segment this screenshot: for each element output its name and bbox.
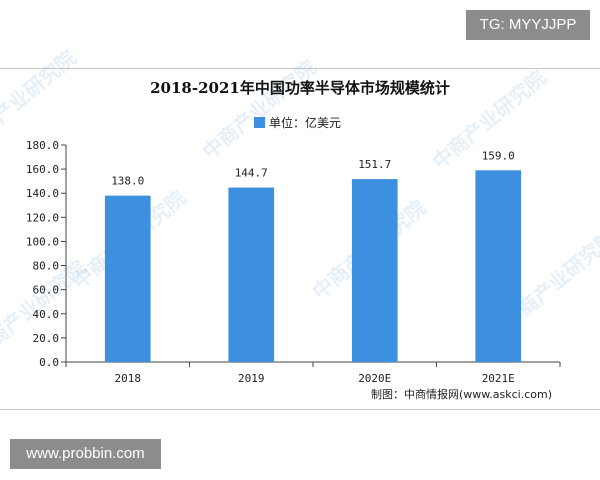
y-tick-label: 40.0 <box>33 308 60 321</box>
legend-label: 单位：亿美元 <box>269 115 341 130</box>
bar <box>351 179 398 362</box>
site-badge: www.probbin.com <box>10 439 161 469</box>
data-label: 151.7 <box>358 158 391 171</box>
y-tick-label: 20.0 <box>33 332 60 345</box>
watermark-text: 中商产业研究院 <box>198 55 321 163</box>
x-tick-label: 2019 <box>238 372 265 385</box>
y-axis: 0.0 20.0 40.0 60.0 80.0 100.0 120.0 140.0 160.0 1… <box>26 139 67 369</box>
y-tick-label: 140.0 <box>26 187 59 200</box>
bar <box>475 170 522 362</box>
data-labels: 138.0 144.7 151.7 159.0 <box>111 149 515 187</box>
watermark-text: 中商产业研究院 <box>0 45 80 153</box>
chart-title: 2018-2021年中国功率半导体市场规模统计 <box>150 79 450 97</box>
y-tick-label: 120.0 <box>26 211 59 224</box>
y-tick-label: 100.0 <box>26 235 59 248</box>
bar <box>104 195 151 362</box>
tg-badge: TG: MYYJJPP <box>466 10 590 40</box>
y-tick-label: 180.0 <box>26 139 59 152</box>
legend: 单位：亿美元 <box>254 115 341 130</box>
bars <box>104 170 522 362</box>
x-tick-label: 2021E <box>482 372 515 385</box>
data-label: 144.7 <box>235 167 268 180</box>
legend-swatch <box>254 117 265 128</box>
chart-frame <box>0 68 600 410</box>
y-tick-label: 160.0 <box>26 163 59 176</box>
x-tick-label: 2020E <box>358 372 391 385</box>
bar <box>228 187 275 362</box>
data-label: 138.0 <box>111 175 144 188</box>
source-url: (www.askci.com) <box>459 388 552 401</box>
source-label: 制图：中商情报网 <box>371 387 459 401</box>
x-axis: 2018 2019 2020E 2021E <box>65 361 561 385</box>
y-tick-label: 80.0 <box>33 260 60 273</box>
source-credit: 制图：中商情报网(www.askci.com) <box>371 387 552 401</box>
y-tick-label: 0.0 <box>39 356 59 369</box>
x-tick-label: 2018 <box>115 372 142 385</box>
data-label: 159.0 <box>482 149 515 162</box>
y-tick-label: 60.0 <box>33 284 60 297</box>
